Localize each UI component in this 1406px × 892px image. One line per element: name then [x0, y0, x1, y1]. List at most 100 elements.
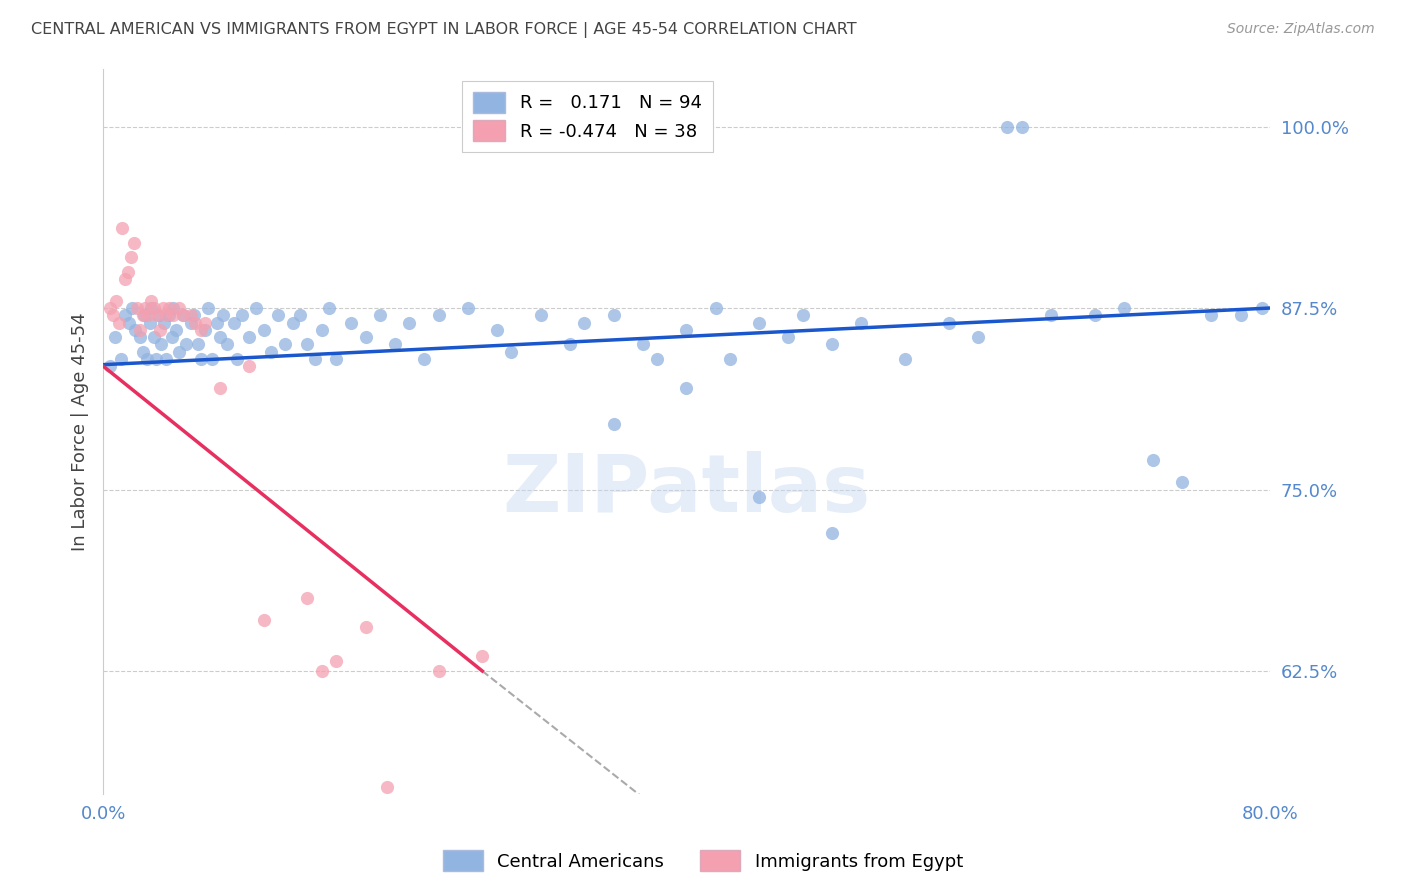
Point [427, 664, 450, 678]
Point [340, 316, 363, 330]
Point [162, 301, 184, 315]
Point [631, 337, 654, 351]
Point [252, 613, 274, 627]
Point [145, 351, 167, 366]
Point [128, 323, 150, 337]
Point [167, 344, 190, 359]
Point [208, 381, 231, 395]
Point [368, 308, 391, 322]
Point [124, 323, 146, 337]
Point [778, 330, 800, 344]
Point [165, 323, 187, 337]
Point [157, 308, 180, 322]
Y-axis label: In Labor Force | Age 45-54: In Labor Force | Age 45-54 [72, 312, 89, 550]
Point [1201, 308, 1223, 322]
Point [149, 323, 172, 337]
Point [325, 351, 347, 366]
Point [160, 330, 183, 344]
Point [325, 654, 347, 668]
Point [143, 301, 166, 315]
Point [103, 308, 125, 322]
Point [267, 308, 290, 322]
Point [281, 316, 304, 330]
Point [252, 323, 274, 337]
Point [821, 526, 844, 541]
Point [501, 344, 523, 359]
Point [100, 359, 122, 373]
Point [172, 308, 194, 322]
Point [117, 265, 139, 279]
Point [157, 301, 180, 315]
Point [155, 351, 177, 366]
Point [457, 301, 479, 315]
Point [792, 308, 814, 322]
Point [190, 323, 212, 337]
Point [208, 330, 231, 344]
Point [155, 308, 177, 322]
Point [427, 308, 450, 322]
Point [1112, 301, 1135, 315]
Point [288, 308, 311, 322]
Point [184, 316, 207, 330]
Point [125, 301, 148, 315]
Point [967, 330, 990, 344]
Point [297, 591, 319, 606]
Point [194, 323, 217, 337]
Point [135, 351, 157, 366]
Point [111, 221, 134, 235]
Point [1011, 120, 1033, 134]
Point [150, 337, 173, 351]
Legend: R =   0.171   N = 94, R = -0.474   N = 38: R = 0.171 N = 94, R = -0.474 N = 38 [463, 81, 713, 152]
Point [1171, 475, 1194, 490]
Point [938, 316, 960, 330]
Point [143, 330, 166, 344]
Point [851, 316, 873, 330]
Point [108, 316, 131, 330]
Point [131, 344, 153, 359]
Point [104, 330, 127, 344]
Point [602, 308, 624, 322]
Point [190, 351, 212, 366]
Point [128, 330, 150, 344]
Point [574, 316, 596, 330]
Point [118, 316, 141, 330]
Point [894, 351, 917, 366]
Point [675, 381, 697, 395]
Point [274, 337, 297, 351]
Point [141, 301, 163, 315]
Point [141, 293, 163, 308]
Point [217, 337, 239, 351]
Point [245, 301, 267, 315]
Point [197, 301, 219, 315]
Text: CENTRAL AMERICAN VS IMMIGRANTS FROM EGYPT IN LABOR FORCE | AGE 45-54 CORRELATION: CENTRAL AMERICAN VS IMMIGRANTS FROM EGYP… [31, 22, 856, 38]
Point [146, 308, 169, 322]
Point [748, 490, 770, 504]
Point [318, 301, 340, 315]
Point [148, 308, 170, 322]
Point [354, 330, 377, 344]
Legend: Central Americans, Immigrants from Egypt: Central Americans, Immigrants from Egypt [436, 843, 970, 879]
Point [120, 250, 142, 264]
Point [194, 316, 217, 330]
Point [138, 308, 160, 322]
Point [153, 316, 176, 330]
Point [748, 316, 770, 330]
Point [704, 301, 727, 315]
Point [471, 649, 494, 664]
Point [558, 337, 581, 351]
Point [1142, 453, 1164, 467]
Point [132, 308, 155, 322]
Point [114, 308, 136, 322]
Point [211, 308, 233, 322]
Point [205, 316, 228, 330]
Point [224, 316, 246, 330]
Point [398, 316, 420, 330]
Point [139, 316, 162, 330]
Point [413, 351, 436, 366]
Point [100, 301, 122, 315]
Point [162, 308, 184, 322]
Point [354, 620, 377, 634]
Point [304, 351, 326, 366]
Point [675, 323, 697, 337]
Point [1229, 308, 1251, 322]
